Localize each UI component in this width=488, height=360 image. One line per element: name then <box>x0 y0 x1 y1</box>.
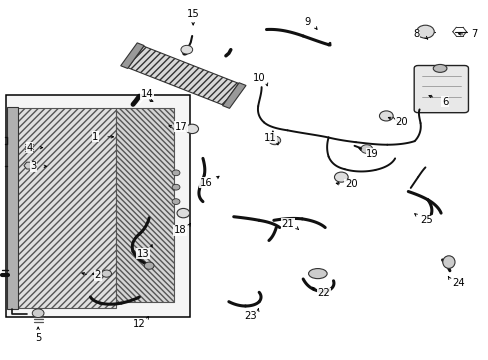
Polygon shape <box>24 162 35 169</box>
Ellipse shape <box>432 64 446 72</box>
Text: 22: 22 <box>317 288 329 298</box>
Circle shape <box>181 45 192 54</box>
Text: 2: 2 <box>94 270 101 280</box>
Circle shape <box>379 111 392 121</box>
Ellipse shape <box>442 256 454 269</box>
Circle shape <box>172 184 180 190</box>
Circle shape <box>144 262 154 269</box>
Text: 15: 15 <box>186 9 199 19</box>
Text: 25: 25 <box>419 215 432 225</box>
Circle shape <box>102 270 111 277</box>
Text: 16: 16 <box>200 178 212 188</box>
Bar <box>7 107 18 309</box>
Text: 17: 17 <box>174 122 187 132</box>
Circle shape <box>416 25 433 38</box>
Circle shape <box>334 172 347 182</box>
Circle shape <box>172 170 180 176</box>
Text: 14: 14 <box>140 89 153 99</box>
Text: 13: 13 <box>136 249 149 259</box>
FancyBboxPatch shape <box>413 66 468 113</box>
Text: 11: 11 <box>263 132 276 143</box>
Text: 19: 19 <box>366 149 378 159</box>
Ellipse shape <box>308 269 326 279</box>
Text: 5: 5 <box>35 333 41 343</box>
Text: 18: 18 <box>173 225 186 235</box>
Text: 6: 6 <box>441 96 447 107</box>
Polygon shape <box>222 83 245 108</box>
Polygon shape <box>16 108 116 308</box>
Text: 24: 24 <box>451 278 464 288</box>
Text: 1: 1 <box>92 132 99 142</box>
Text: 9: 9 <box>303 17 310 27</box>
Text: 20: 20 <box>395 117 407 127</box>
Text: 20: 20 <box>344 179 357 189</box>
Text: 10: 10 <box>252 73 265 84</box>
Text: 3: 3 <box>30 161 36 171</box>
Circle shape <box>32 309 44 318</box>
Circle shape <box>177 208 189 218</box>
Polygon shape <box>128 46 238 105</box>
Circle shape <box>268 136 280 145</box>
Bar <box>6 95 189 317</box>
Text: 8: 8 <box>413 29 419 39</box>
Text: 21: 21 <box>281 219 293 229</box>
Polygon shape <box>116 108 173 302</box>
Text: 23: 23 <box>244 311 256 321</box>
Polygon shape <box>121 43 144 68</box>
Text: 7: 7 <box>470 29 477 39</box>
Circle shape <box>360 145 372 153</box>
Circle shape <box>172 199 180 204</box>
Text: 12: 12 <box>133 319 145 329</box>
Text: 4: 4 <box>26 143 32 153</box>
Circle shape <box>185 124 198 134</box>
